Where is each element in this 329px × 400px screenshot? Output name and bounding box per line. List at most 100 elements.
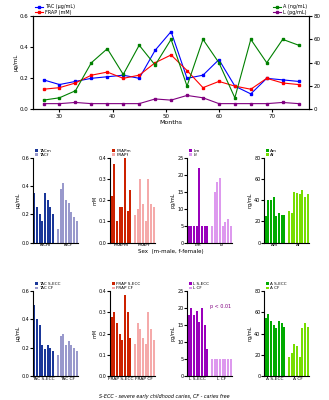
Bar xyxy=(111,316,113,376)
FRAP (mM) xyxy=(73,80,77,85)
FRAP (mM) xyxy=(201,85,205,90)
Bar xyxy=(139,179,141,243)
Bar xyxy=(291,213,293,243)
Bar xyxy=(272,197,274,243)
Bar xyxy=(57,228,59,243)
Bar xyxy=(270,200,272,243)
Bar xyxy=(73,348,75,376)
Bar xyxy=(296,193,298,243)
Bar xyxy=(70,345,72,376)
L (pg/mL) xyxy=(265,101,269,106)
TAC (μg/mL) xyxy=(185,76,189,81)
Legend: FRAP S-ECC, FRAP CF: FRAP S-ECC, FRAP CF xyxy=(112,282,140,290)
Bar xyxy=(153,207,155,243)
Bar xyxy=(278,321,280,376)
Bar xyxy=(44,193,46,243)
TAC (μg/mL) xyxy=(89,76,93,81)
Bar xyxy=(139,329,141,376)
Bar xyxy=(121,340,123,376)
Bar xyxy=(272,325,274,376)
Bar xyxy=(195,226,197,243)
FRAP (mM) xyxy=(185,68,189,73)
Bar xyxy=(265,318,266,376)
TAC (μg/mL) xyxy=(217,57,221,62)
Legend: Am, Af: Am, Af xyxy=(266,149,277,157)
Text: p < 0.01: p < 0.01 xyxy=(210,304,231,309)
Bar xyxy=(41,222,43,243)
TAC (μg/mL) xyxy=(137,76,141,81)
X-axis label: Months: Months xyxy=(160,120,183,125)
FRAP (mM) xyxy=(169,52,173,57)
Bar xyxy=(60,189,62,243)
TAC (μg/mL) xyxy=(73,79,77,84)
Bar xyxy=(198,168,200,243)
Bar xyxy=(206,226,208,243)
L (pg/mL) xyxy=(58,101,62,106)
Bar xyxy=(211,359,213,376)
Bar xyxy=(301,190,303,243)
Bar xyxy=(73,217,75,243)
TAC (μg/mL) xyxy=(58,82,62,87)
Bar xyxy=(222,359,224,376)
Bar xyxy=(62,334,64,376)
Legend: A (ng/mL), L (pg/mL): A (ng/mL), L (pg/mL) xyxy=(273,4,307,15)
Legend: A S-ECC, A CF: A S-ECC, A CF xyxy=(266,282,287,290)
Bar xyxy=(134,344,136,376)
Bar xyxy=(201,308,203,376)
A (ng/mL) xyxy=(217,60,221,65)
Bar xyxy=(281,215,283,243)
Bar xyxy=(118,334,120,376)
Bar xyxy=(214,359,215,376)
Bar xyxy=(227,219,229,243)
Bar xyxy=(127,211,129,243)
Bar xyxy=(129,338,131,376)
L (pg/mL) xyxy=(41,101,45,106)
L (pg/mL) xyxy=(281,100,285,105)
Bar xyxy=(288,357,290,376)
A (ng/mL) xyxy=(58,95,62,100)
Bar xyxy=(142,338,144,376)
Y-axis label: μg/mL: μg/mL xyxy=(13,54,19,72)
Bar xyxy=(301,328,303,376)
Bar xyxy=(227,359,229,376)
Y-axis label: ng/mL: ng/mL xyxy=(248,326,253,341)
A (ng/mL) xyxy=(89,60,93,65)
A (ng/mL) xyxy=(297,43,301,48)
Bar xyxy=(70,212,72,243)
Bar xyxy=(299,194,301,243)
FRAP (mM) xyxy=(89,73,93,78)
A (ng/mL) xyxy=(185,84,189,88)
Bar xyxy=(52,350,54,376)
Bar xyxy=(113,312,115,376)
L (pg/mL) xyxy=(233,101,237,106)
Y-axis label: pg/mL: pg/mL xyxy=(171,192,176,208)
Line: L (pg/mL): L (pg/mL) xyxy=(42,94,300,105)
Bar xyxy=(283,215,285,243)
Bar xyxy=(230,226,232,243)
Y-axis label: μg/mL: μg/mL xyxy=(15,192,20,208)
Bar xyxy=(49,207,51,243)
TAC (μg/mL) xyxy=(153,48,157,53)
Legend: TACm, TACf: TACm, TACf xyxy=(35,149,51,157)
Bar xyxy=(153,340,155,376)
Y-axis label: ng/mL: ng/mL xyxy=(248,192,253,208)
FRAP (mM) xyxy=(137,73,141,78)
Bar xyxy=(137,323,139,376)
Bar xyxy=(307,194,309,243)
Bar xyxy=(129,190,131,243)
FRAP (mM) xyxy=(265,76,269,81)
Bar xyxy=(267,200,269,243)
FRAP (mM) xyxy=(41,87,45,92)
Bar xyxy=(283,327,285,376)
Bar xyxy=(204,226,206,243)
Bar xyxy=(188,315,190,376)
Bar xyxy=(299,357,301,376)
L (pg/mL) xyxy=(73,100,77,105)
FRAP (mM) xyxy=(281,80,285,85)
FRAP (mM) xyxy=(58,85,62,90)
L (pg/mL) xyxy=(201,95,205,100)
FRAP (mM) xyxy=(233,84,237,88)
FRAP (mM) xyxy=(153,60,157,65)
A (ng/mL) xyxy=(265,60,269,65)
Bar xyxy=(47,200,49,243)
